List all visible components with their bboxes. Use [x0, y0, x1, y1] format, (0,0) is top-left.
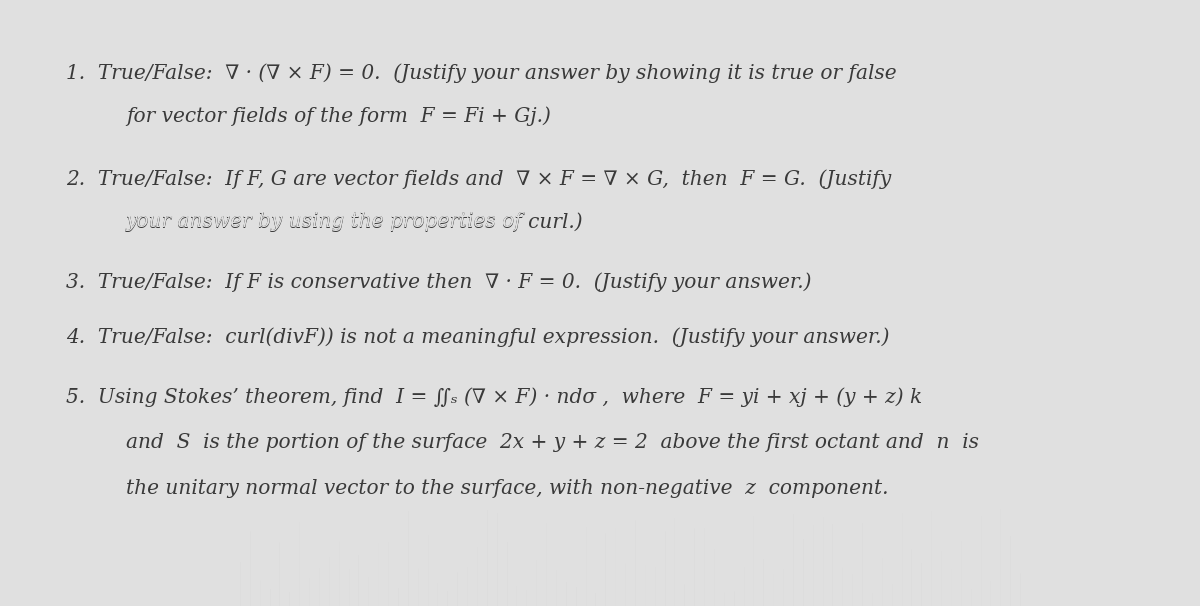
Text: and  S  is the portion of the surface  2x + y + z = 2  above the first octant an: and S is the portion of the surface 2x +…: [126, 433, 979, 452]
Text: your answer by using the properties of curl.): your answer by using the properties of c…: [126, 212, 583, 231]
Text: your answer by using the properties of: your answer by using the properties of: [126, 212, 529, 231]
Text: the unitary normal vector to the surface, with non-negative  z  component.: the unitary normal vector to the surface…: [126, 479, 888, 498]
Text: your answer by using the properties of: your answer by using the properties of: [126, 212, 529, 231]
Text: 5.  Using Stokes’ theorem, find  I = ∬ₛ (∇ × F) · ndσ ,  where  F = yi + xj + (y: 5. Using Stokes’ theorem, find I = ∬ₛ (∇…: [66, 388, 923, 407]
Bar: [0, 497, 1200, 606]
Text: 2.  True/False:  If F, G are vector fields and  ∇ × F = ∇ × G,  then  F = G.  (J: 2. True/False: If F, G are vector fields…: [66, 170, 892, 189]
Text: 1.  True/False:  ∇ · (∇ × F) = 0.  (Justify your answer by showing it is true or: 1. True/False: ∇ · (∇ × F) = 0. (Justify…: [66, 64, 896, 83]
Text: 4.  True/False:  curl(divF)) is not a meaningful expression.  (Justify your answ: 4. True/False: curl(divF)) is not a mean…: [66, 327, 889, 347]
Text: for vector fields of the form  F = Fi + Gj.): for vector fields of the form F = Fi + G…: [126, 106, 551, 125]
Text: 3.  True/False:  If F is conservative then  ∇ · F = 0.  (Justify your answer.): 3. True/False: If F is conservative then…: [66, 273, 811, 292]
